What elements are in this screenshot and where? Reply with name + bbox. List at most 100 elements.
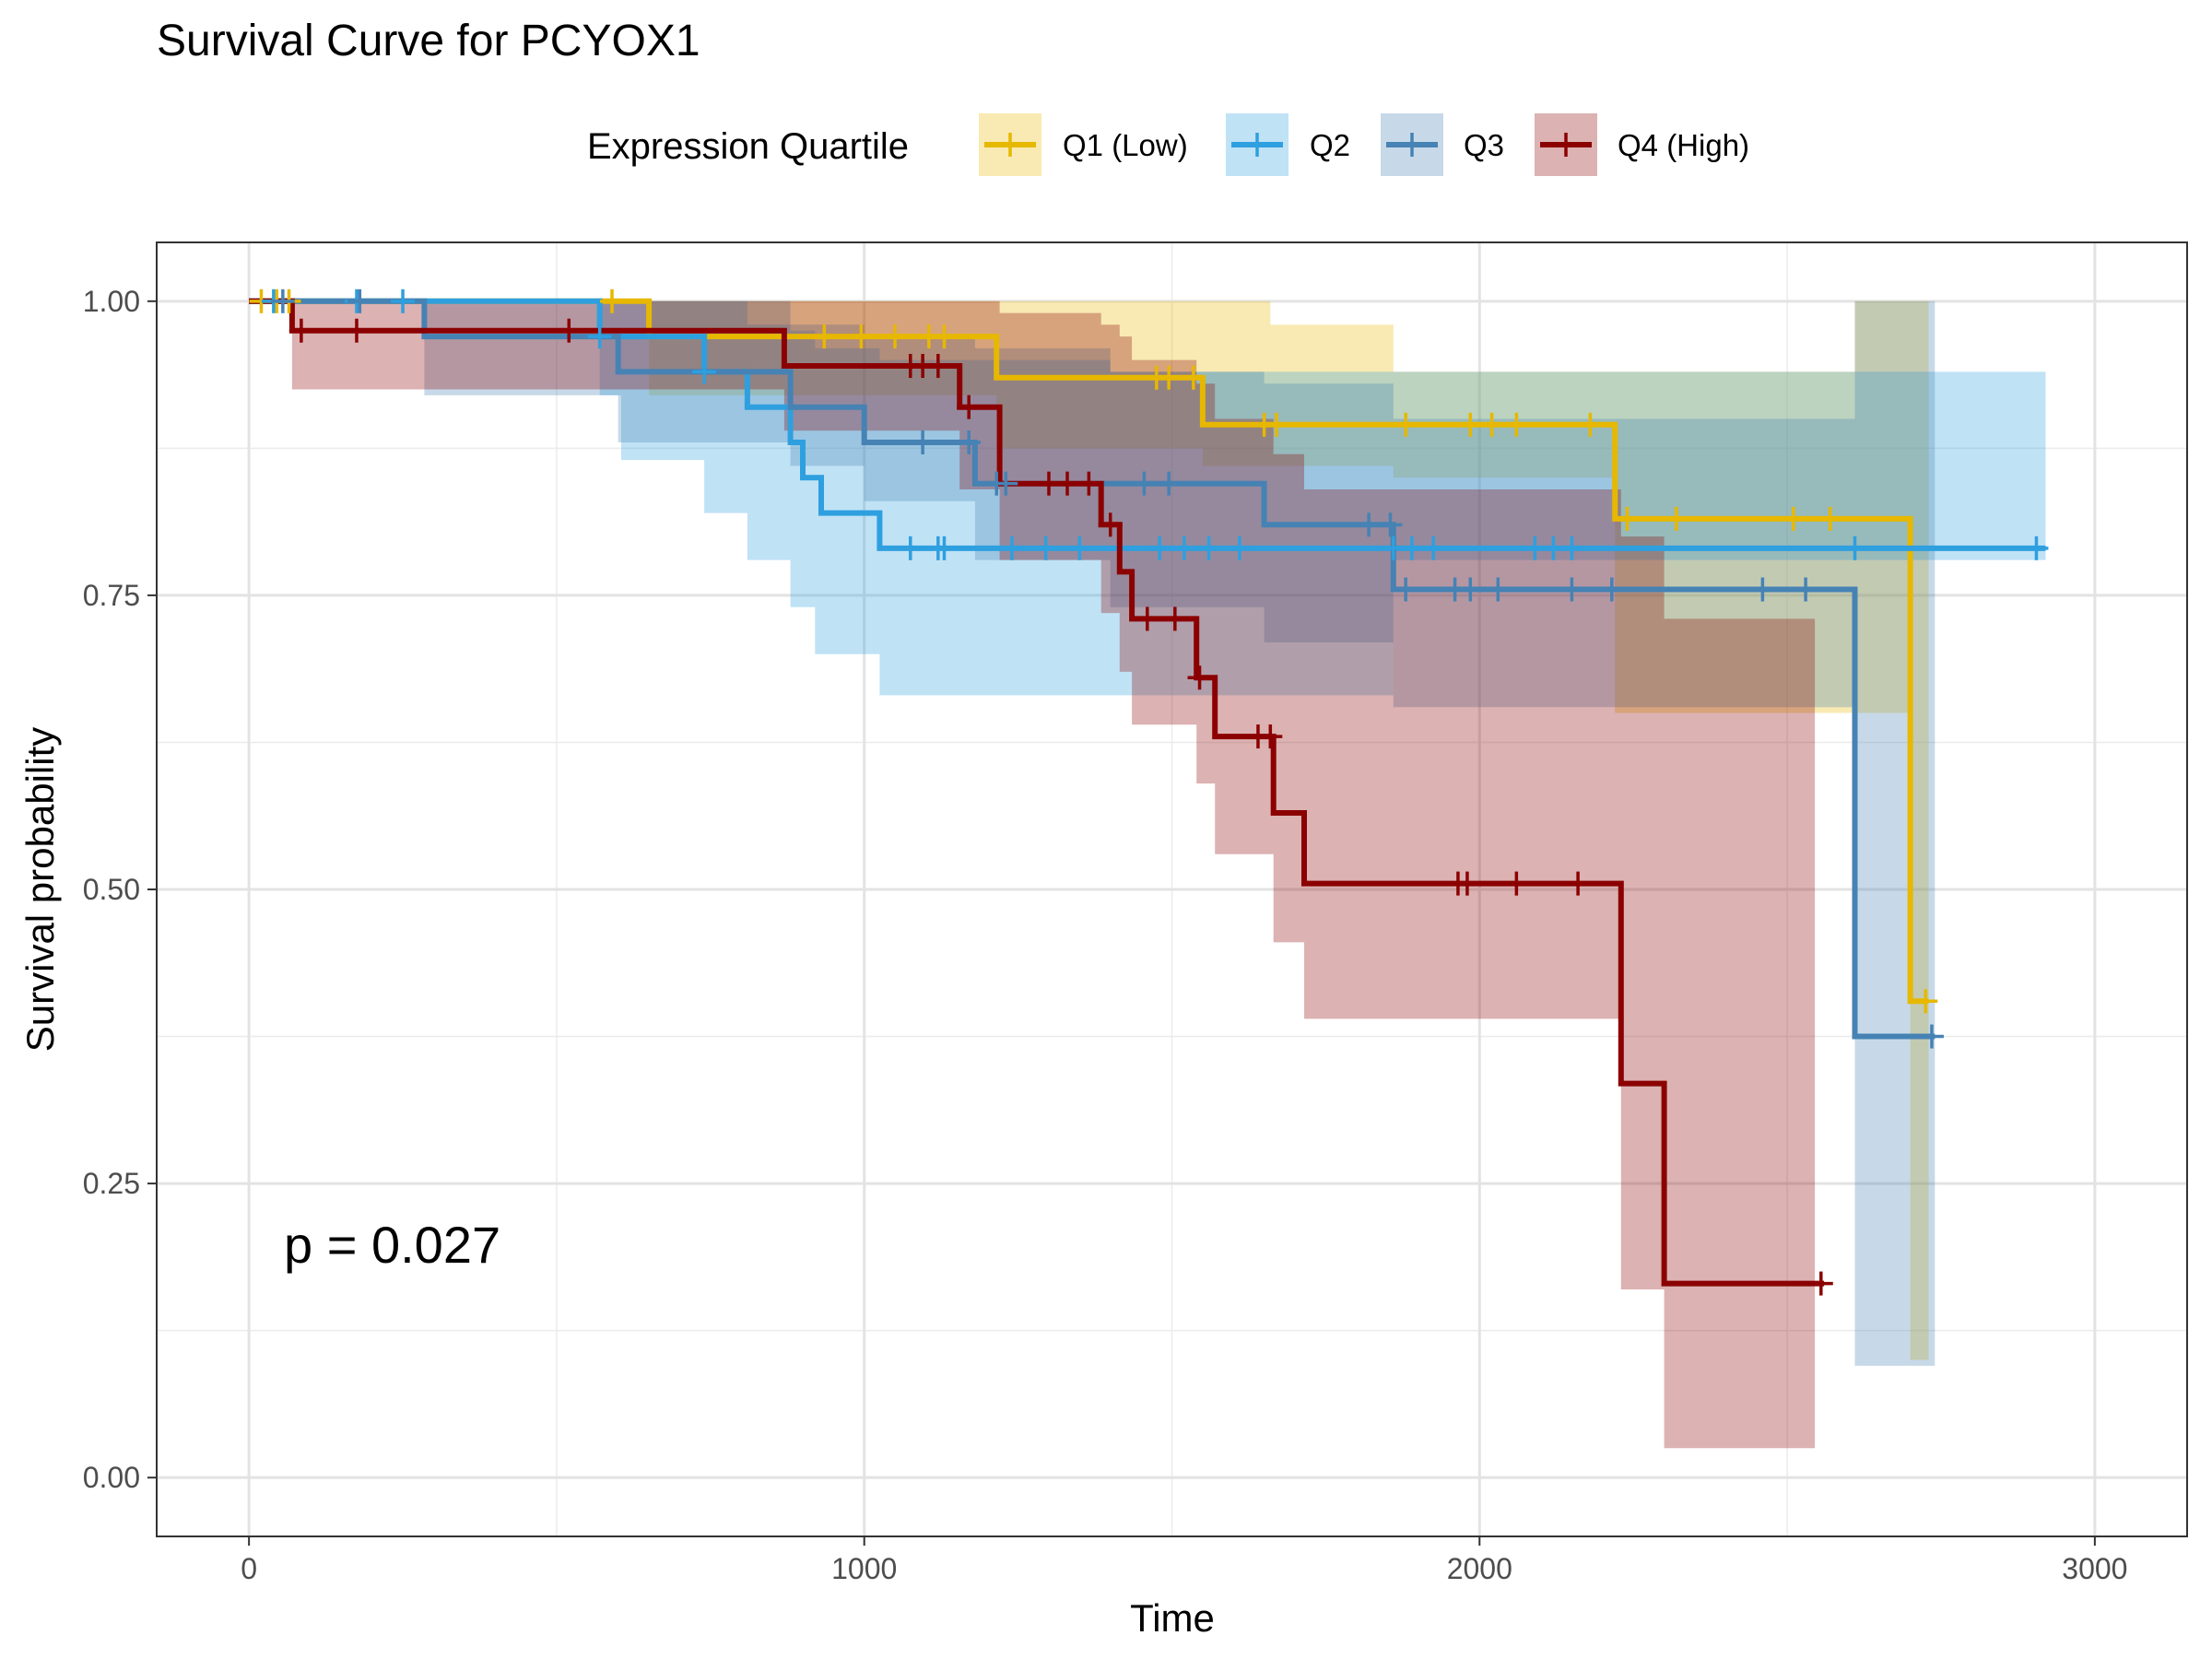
y-tick-label: 0.25: [83, 1167, 140, 1200]
censor-mark: [849, 324, 874, 349]
censor-mark: [1055, 471, 1080, 496]
censor-mark: [1458, 412, 1483, 437]
legend-label: Q2: [1310, 128, 1350, 162]
censor-mark: [1781, 506, 1806, 531]
censor-mark: [1067, 535, 1092, 560]
censor-mark: [1504, 412, 1529, 437]
confidence-band: [249, 300, 1929, 1360]
censor-mark: [1599, 577, 1624, 602]
y-tick-label: 1.00: [83, 285, 140, 318]
censor-mark: [288, 318, 313, 343]
x-tick-label: 1000: [831, 1552, 897, 1585]
censor-mark: [1147, 535, 1172, 560]
censor-mark: [1357, 512, 1382, 537]
confidence-band: [249, 300, 1936, 1366]
censor-mark: [1458, 577, 1483, 602]
censor-mark: [1913, 989, 1938, 1014]
censor-mark: [1171, 535, 1196, 560]
censor-mark: [932, 324, 957, 349]
censor-mark: [1157, 471, 1182, 496]
y-tick-label: 0.00: [83, 1461, 140, 1494]
censor-mark: [1818, 506, 1842, 531]
legend-label: Q3: [1464, 128, 1504, 162]
legend-label: Q4 (High): [1618, 128, 1749, 162]
censor-mark: [1559, 577, 1584, 602]
censor-mark: [898, 535, 923, 560]
censor-mark: [1559, 535, 1584, 560]
censor-mark: [1394, 577, 1418, 602]
censor-mark: [1566, 871, 1591, 896]
censor-mark: [692, 359, 717, 384]
censor-mark: [1421, 535, 1446, 560]
censor-mark: [1394, 412, 1418, 437]
censor-mark: [1578, 412, 1603, 437]
legend-label: Q1 (Low): [1063, 128, 1188, 162]
censor-mark: [1842, 535, 1867, 560]
survival-line: [249, 298, 1936, 1040]
censor-mark: [1135, 606, 1159, 631]
chart-title: Survival Curve for PCYOX1: [157, 17, 700, 65]
x-tick-label: 2000: [1447, 1552, 1512, 1585]
legend-items: Q1 (Low) Q2 Q3 Q4 (High): [979, 113, 1749, 176]
censor-mark: [1486, 577, 1511, 602]
x-axis-label: Time: [1130, 1596, 1215, 1640]
censor-mark: [1077, 471, 1101, 496]
censor-mark: [925, 354, 950, 379]
plot-panel: p = 0.027: [156, 241, 2188, 1537]
censor-mark: [1227, 535, 1252, 560]
censor-mark: [2024, 535, 2049, 560]
censor-mark: [932, 535, 957, 560]
censor-mark: [1033, 535, 1058, 560]
censor-mark: [587, 324, 612, 349]
censor-mark: [1919, 1024, 1944, 1049]
censor-mark: [1479, 412, 1504, 437]
censor-mark: [347, 288, 372, 313]
censor-mark: [1504, 871, 1529, 896]
censor-mark: [999, 535, 1024, 560]
censor-mark: [1808, 1271, 1833, 1296]
censor-mark: [812, 324, 837, 349]
censor-mark: [1454, 871, 1479, 896]
legend-item: Q2: [1226, 113, 1350, 176]
censor-mark: [1615, 506, 1640, 531]
axes: 0 1000 2000 3000 0.00 0.25 0.50 0.75 1.00: [83, 285, 2128, 1585]
censor-mark: [1187, 665, 1212, 690]
censor-mark: [957, 394, 982, 419]
legend-item: Q3: [1381, 113, 1504, 176]
censor-mark: [1399, 535, 1424, 560]
censor-mark: [1196, 535, 1221, 560]
censor-mark: [344, 318, 369, 343]
censor-marks: [249, 288, 2049, 1296]
censor-mark: [1258, 724, 1283, 749]
x-tick-label: 0: [241, 1552, 257, 1585]
censor-mark: [1794, 577, 1818, 602]
censor-mark: [1264, 412, 1288, 437]
y-tick-label: 0.75: [83, 579, 140, 612]
censor-mark: [1664, 506, 1688, 531]
censor-mark: [911, 429, 935, 454]
legend-item: Q4 (High): [1535, 113, 1749, 176]
censor-mark: [1098, 512, 1123, 537]
censor-mark: [957, 429, 982, 454]
censor-mark: [557, 318, 582, 343]
confidence-band: [249, 300, 2046, 696]
censor-mark: [1132, 471, 1157, 496]
p-value-annotation: p = 0.027: [284, 1216, 500, 1274]
censor-mark: [1181, 365, 1206, 390]
censor-mark: [391, 288, 416, 313]
legend-item: Q1 (Low): [979, 113, 1188, 176]
censor-mark: [1378, 512, 1403, 537]
censor-mark: [270, 288, 295, 313]
survival-line: [249, 298, 2046, 551]
legend: Expression Quartile Q1 (Low) Q2 Q3 Q4 (High…: [587, 113, 1749, 176]
legend-title: Expression Quartile: [587, 126, 909, 167]
y-axis-label: Survival probability: [18, 727, 62, 1053]
y-tick-label: 0.50: [83, 873, 140, 906]
x-tick-label: 3000: [2062, 1552, 2127, 1585]
censor-mark: [600, 288, 625, 313]
censor-mark: [994, 471, 1018, 496]
censor-mark: [1157, 365, 1182, 390]
censor-mark: [1162, 606, 1187, 631]
censor-mark: [883, 324, 908, 349]
